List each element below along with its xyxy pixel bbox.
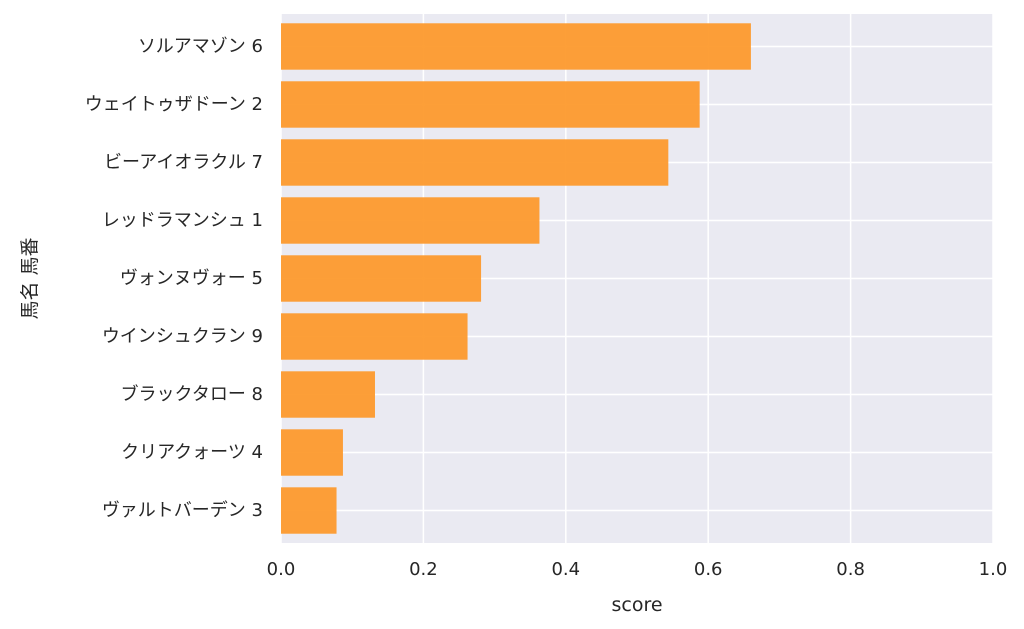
bar <box>281 23 751 70</box>
x-tick-label: 0.6 <box>694 559 723 580</box>
y-tick-label: レッドラマンシュ 1 <box>102 210 263 231</box>
y-tick-label: ブラックタロー 8 <box>121 383 263 405</box>
x-axis-label: score <box>611 594 662 616</box>
x-tick-labels: 0.0 0.2 0.4 0.6 0.8 1.0 <box>267 559 1008 580</box>
x-tick-label: 0.0 <box>267 559 296 580</box>
y-tick-label: ウインシュクラン 9 <box>102 326 263 347</box>
bar <box>281 139 669 186</box>
x-tick-label: 0.2 <box>409 559 438 580</box>
y-tick-label: ソルアマゾン 6 <box>138 36 263 57</box>
y-tick-label: ヴォンヌヴォー 5 <box>120 268 263 289</box>
x-tick-label: 0.4 <box>551 559 580 580</box>
x-tick-label: 1.0 <box>979 559 1008 580</box>
bar <box>281 313 468 360</box>
bar <box>281 371 375 418</box>
y-tick-label: ウェイトゥザドーン 2 <box>85 94 263 115</box>
bar <box>281 81 700 128</box>
bar <box>281 197 540 244</box>
bar <box>281 255 482 302</box>
y-tick-label: ヴァルトバーデン 3 <box>102 500 263 521</box>
y-tick-label: ビーアイオラクル 7 <box>104 152 263 173</box>
y-tick-label: クリアクォーツ 4 <box>121 442 263 463</box>
y-tick-labels: ソルアマゾン 6 ウェイトゥザドーン 2 ビーアイオラクル 7 レッドラマンシュ 1 ヴ… <box>85 36 263 521</box>
x-tick-label: 0.8 <box>836 559 865 580</box>
bars <box>281 23 751 534</box>
bar <box>281 429 343 476</box>
bar <box>281 487 337 534</box>
y-axis-label: 馬名 馬番 <box>19 237 41 319</box>
